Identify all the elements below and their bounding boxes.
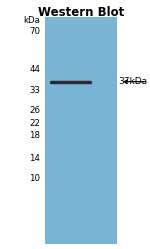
Text: 37kDa: 37kDa: [118, 77, 147, 86]
Text: 33: 33: [30, 86, 40, 95]
Text: 22: 22: [30, 119, 40, 128]
Text: 70: 70: [30, 27, 40, 36]
Text: 26: 26: [30, 106, 40, 115]
Text: 18: 18: [30, 131, 40, 140]
Text: kDa: kDa: [23, 16, 40, 25]
Text: 14: 14: [30, 154, 40, 163]
Text: 10: 10: [30, 174, 40, 183]
Text: 44: 44: [30, 65, 40, 74]
Text: Western Blot: Western Blot: [38, 6, 124, 19]
Bar: [45, 17, 117, 244]
